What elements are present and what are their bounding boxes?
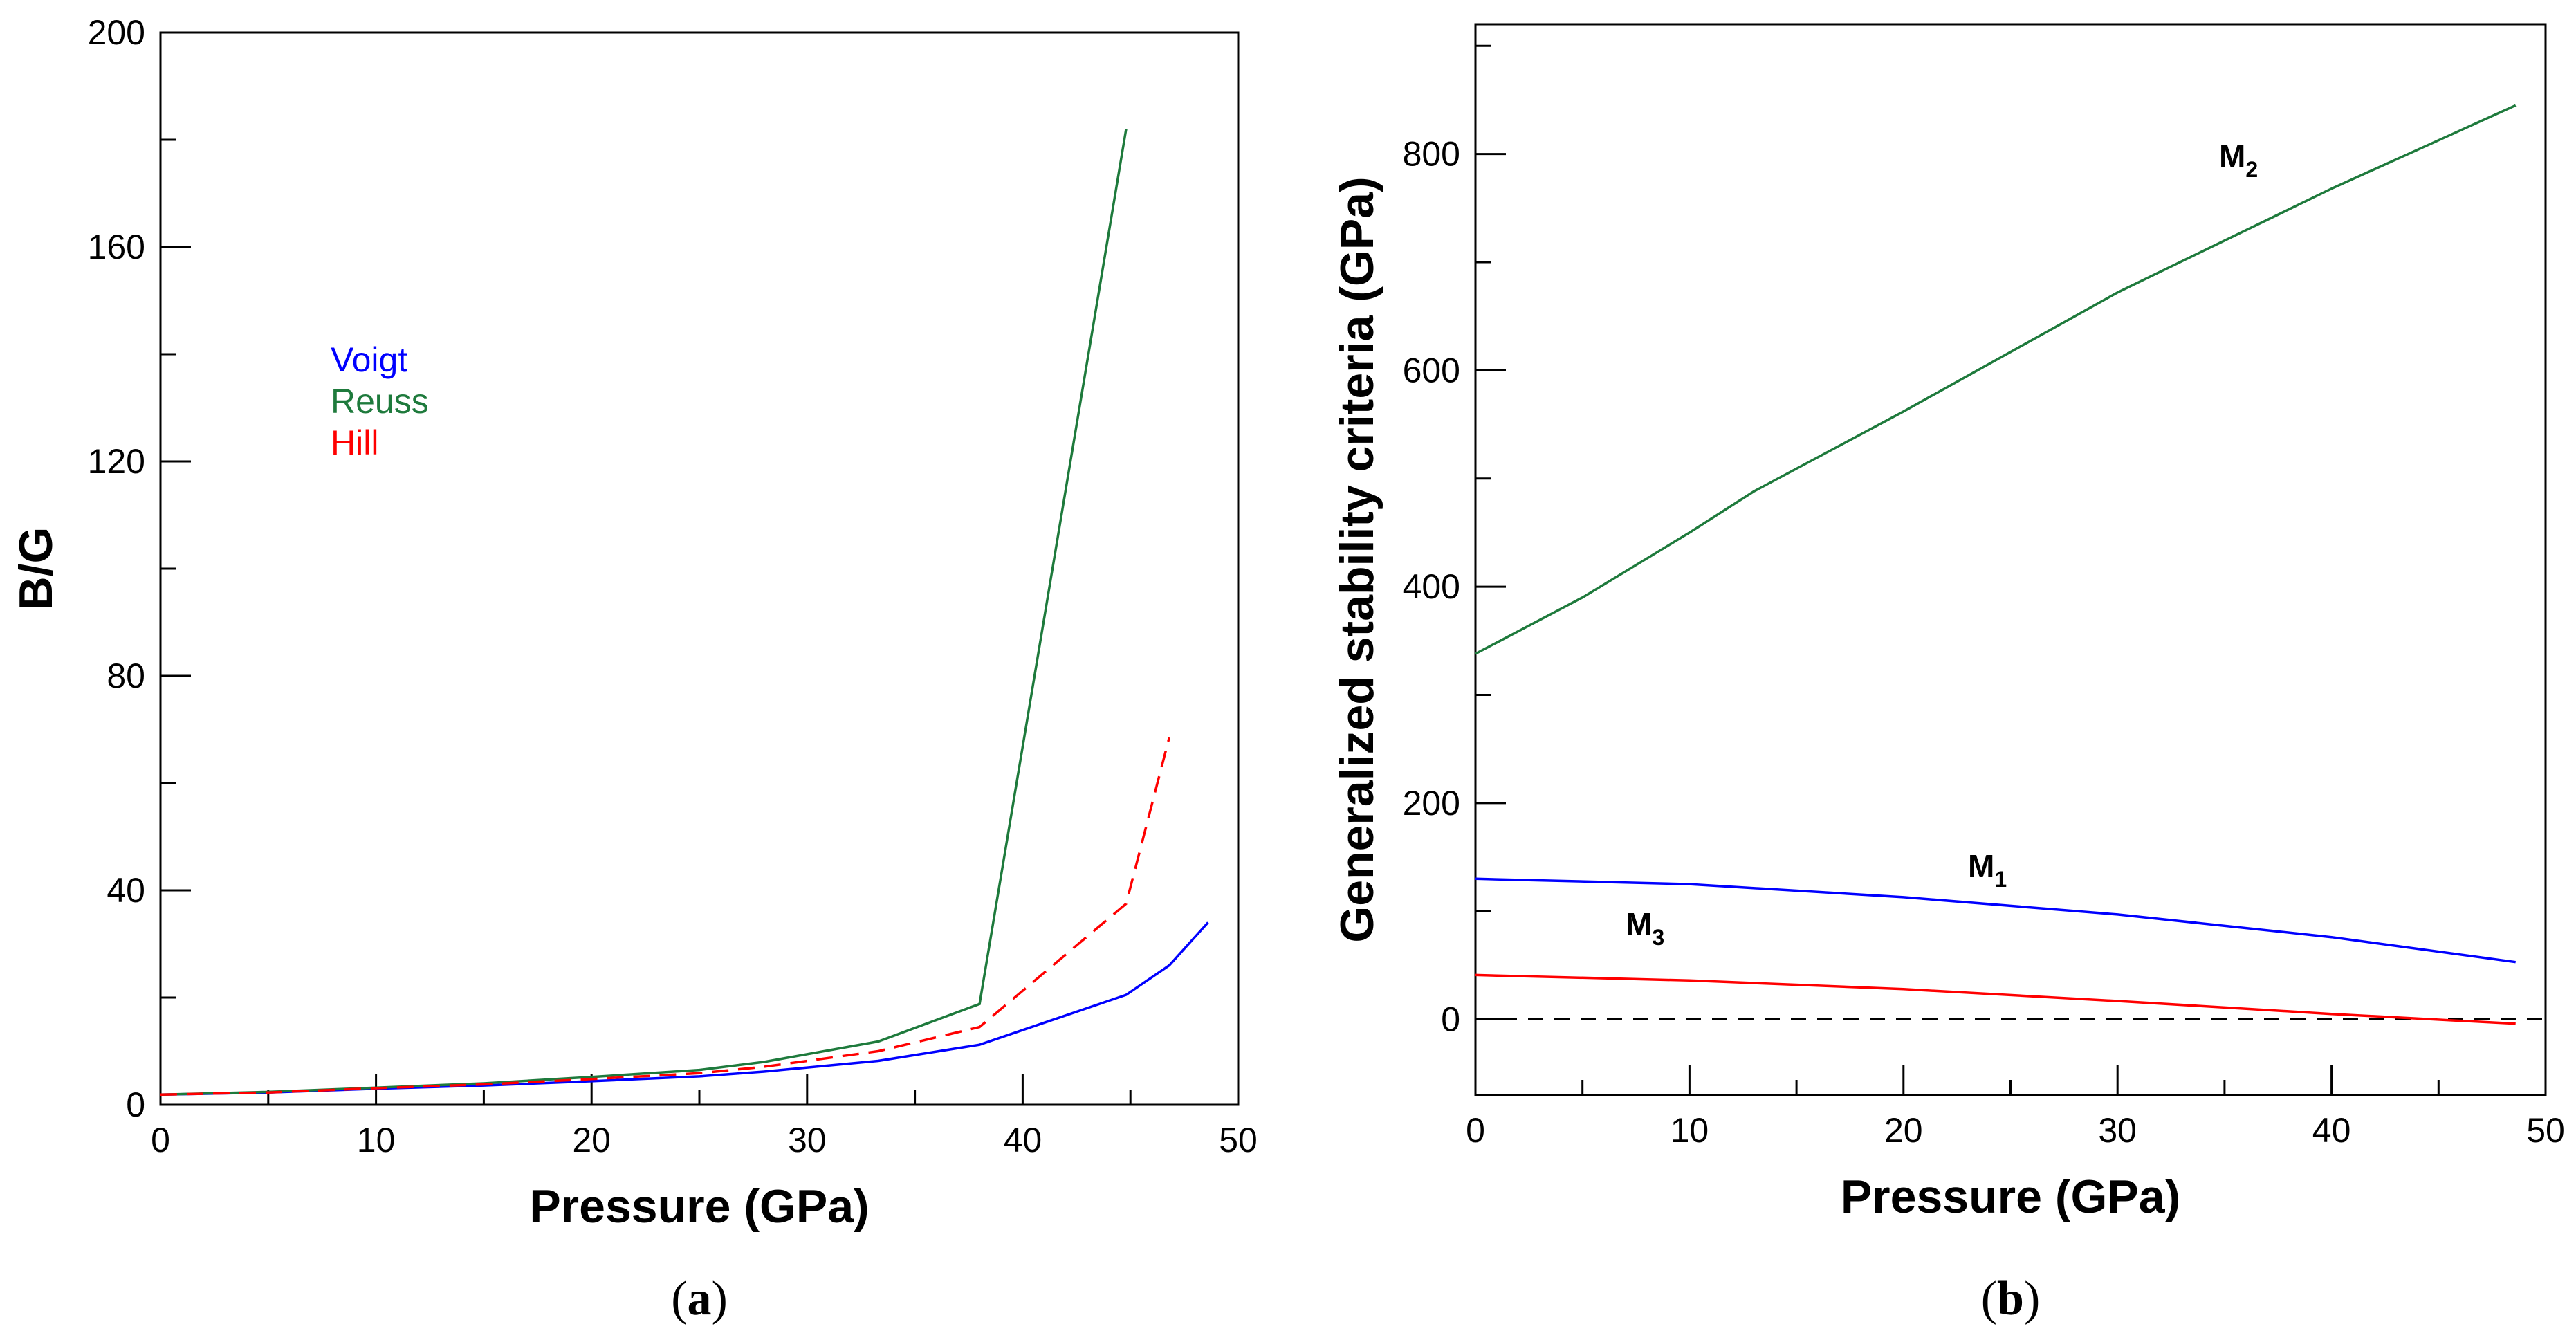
- x-axis-label: Pressure (GPa): [1841, 1171, 2180, 1223]
- x-tick-label: 30: [788, 1121, 827, 1159]
- y-tick-label: 200: [88, 13, 145, 52]
- series-label-m3: M3: [1626, 906, 1664, 950]
- x-tick-label: 30: [2098, 1111, 2137, 1150]
- y-tick-label: 200: [1403, 784, 1460, 823]
- chart-panel-b: 0 10 20 30 40 50 0 200 400 600 800 Pressure (GPa) Ge…: [1331, 23, 2565, 1325]
- panel-label: (b): [1981, 1272, 2041, 1325]
- y-tick-label: 120: [88, 442, 145, 481]
- y-tick-label: 400: [1403, 567, 1460, 606]
- y-tick-label: 160: [88, 228, 145, 266]
- x-tick-label: 0: [1466, 1111, 1485, 1150]
- series-line-m2: [1475, 104, 2517, 655]
- series-line-reuss: [160, 129, 1128, 1096]
- y-axis-label: B/G: [10, 527, 62, 611]
- y-tick-label: 0: [126, 1085, 145, 1124]
- series-line-m1: [1475, 877, 2516, 964]
- x-axis-label: Pressure (GPa): [529, 1180, 869, 1233]
- y-tick-label: 0: [1441, 1000, 1460, 1039]
- y-axis-label: Generalized stability criteria (GPa): [1331, 176, 1383, 942]
- legend-entry-voigt: Voigt: [331, 340, 407, 379]
- y-tick-label: 40: [107, 871, 145, 910]
- y-tick-label: 80: [107, 657, 145, 695]
- series-line-hill: [160, 737, 1170, 1096]
- x-tick-label: 40: [1004, 1121, 1042, 1159]
- series-label-m2: M2: [2219, 138, 2258, 182]
- legend-entry-reuss: Reuss: [331, 382, 429, 421]
- x-tick-label: 10: [357, 1121, 396, 1159]
- series-line-voigt: [160, 921, 1209, 1096]
- y-tick-label: 800: [1403, 135, 1460, 174]
- legend-entry-hill: Hill: [331, 423, 378, 462]
- x-tick-label: 0: [151, 1121, 170, 1159]
- panel-label: (a): [671, 1272, 728, 1325]
- x-tick-label: 50: [2526, 1111, 2565, 1150]
- x-tick-label: 20: [572, 1121, 611, 1159]
- y-tick-label: 600: [1403, 351, 1460, 389]
- x-tick-label: 20: [1884, 1111, 1923, 1150]
- series-label-m1: M1: [1968, 848, 2007, 892]
- series-line-m3: [1475, 973, 2516, 1025]
- x-tick-label: 40: [2312, 1111, 2351, 1150]
- x-tick-label: 10: [1671, 1111, 1709, 1150]
- x-tick-label: 50: [1219, 1121, 1258, 1159]
- chart-panel-a: 0 10 20 30 40 50 0 40 80 120 160 200 Pressure (GPa) B…: [10, 13, 1258, 1325]
